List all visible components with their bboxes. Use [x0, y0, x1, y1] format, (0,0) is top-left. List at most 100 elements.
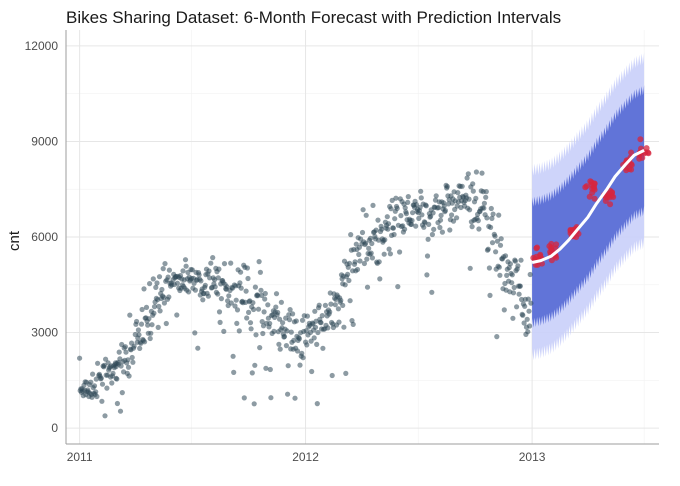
observed-point — [137, 345, 143, 351]
observed-point — [345, 264, 351, 270]
observed-point — [507, 261, 513, 267]
observed-point — [525, 296, 532, 302]
observed-point — [123, 349, 129, 355]
observed-point — [488, 224, 494, 230]
forecast-point — [628, 162, 635, 168]
observed-point — [424, 272, 430, 278]
observed-point — [416, 215, 422, 221]
observed-point — [359, 229, 366, 236]
observed-point — [394, 205, 400, 211]
observed-point — [405, 199, 411, 205]
observed-point — [136, 332, 142, 338]
observed-point — [126, 373, 132, 379]
observed-point — [413, 202, 419, 208]
observed-point — [146, 316, 152, 322]
observed-point — [238, 269, 244, 275]
observed-point — [141, 286, 147, 292]
observed-point — [494, 334, 500, 340]
x-tick-label: 2011 — [67, 450, 93, 464]
observed-point — [206, 268, 212, 274]
observed-point — [277, 346, 283, 352]
observed-point — [352, 259, 358, 265]
observed-point — [147, 335, 153, 342]
observed-point — [157, 308, 163, 314]
observed-point — [391, 231, 397, 238]
observed-point — [314, 401, 320, 407]
forecast-point — [607, 187, 614, 194]
observed-point — [228, 300, 234, 306]
observed-point — [159, 286, 165, 293]
observed-point — [276, 341, 282, 347]
observed-point — [517, 283, 523, 289]
observed-point — [497, 242, 504, 248]
observed-point — [129, 354, 135, 361]
observed-point — [91, 383, 98, 389]
observed-point — [77, 355, 83, 361]
observed-point — [228, 260, 234, 266]
observed-point — [312, 308, 318, 314]
observed-point — [481, 205, 487, 211]
observed-point — [367, 235, 374, 241]
forecast-line — [531, 149, 645, 264]
observed-point — [267, 320, 273, 327]
observed-point — [476, 226, 482, 232]
observed-point — [134, 318, 140, 325]
forecast-trend-line — [531, 149, 645, 264]
observed-point — [268, 395, 274, 401]
observed-point — [259, 319, 265, 325]
observed-point — [248, 326, 254, 332]
observed-point — [278, 299, 284, 305]
observed-point — [246, 309, 252, 315]
observed-point — [346, 260, 353, 266]
observed-point — [283, 343, 289, 349]
observed-point — [142, 339, 148, 345]
observed-point — [345, 271, 351, 277]
observed-point — [234, 320, 240, 326]
observed-point — [465, 171, 471, 177]
observed-point — [153, 284, 159, 290]
observed-point — [101, 362, 107, 368]
y-tick-label: 0 — [51, 421, 58, 435]
observed-point — [280, 320, 286, 326]
observed-point — [245, 275, 251, 282]
observed-point — [325, 325, 331, 331]
observed-point — [385, 226, 391, 232]
forecast-point — [636, 155, 643, 162]
observed-point — [290, 311, 296, 317]
observed-point — [509, 272, 515, 278]
observed-point — [387, 251, 393, 257]
observed-point — [390, 225, 396, 231]
observed-point — [186, 289, 192, 295]
observed-point — [200, 297, 206, 303]
x-tick-label: 2013 — [519, 450, 546, 464]
observed-point — [156, 303, 162, 309]
observed-point — [174, 312, 180, 318]
observed-point — [260, 330, 266, 337]
observed-point — [149, 322, 155, 328]
observed-point — [489, 240, 496, 246]
observed-point — [230, 353, 236, 359]
observed-point — [244, 265, 250, 271]
observed-point — [93, 376, 99, 382]
observed-point — [299, 350, 305, 356]
observed-point — [216, 309, 223, 315]
observed-point — [486, 265, 492, 271]
forecast-point — [582, 184, 589, 191]
observed-point — [291, 337, 297, 343]
x-tick-label: 2012 — [292, 450, 319, 464]
forecast-point — [534, 261, 541, 268]
observed-point — [449, 212, 455, 218]
forecast-point — [591, 180, 598, 187]
observed-point — [348, 232, 354, 238]
observed-point — [522, 303, 528, 309]
observed-point — [438, 212, 444, 218]
observed-point — [430, 210, 436, 216]
observed-point — [109, 380, 115, 386]
observed-point — [125, 357, 131, 363]
observed-point — [403, 211, 409, 217]
observed-point — [466, 196, 472, 202]
observed-point — [257, 269, 263, 275]
observed-point — [473, 169, 479, 175]
observed-point — [398, 213, 404, 219]
observed-point — [436, 205, 442, 211]
